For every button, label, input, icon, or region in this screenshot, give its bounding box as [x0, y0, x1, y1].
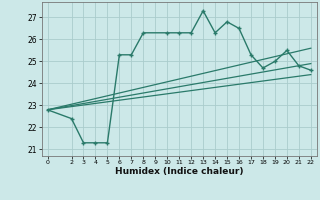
X-axis label: Humidex (Indice chaleur): Humidex (Indice chaleur) [115, 167, 244, 176]
